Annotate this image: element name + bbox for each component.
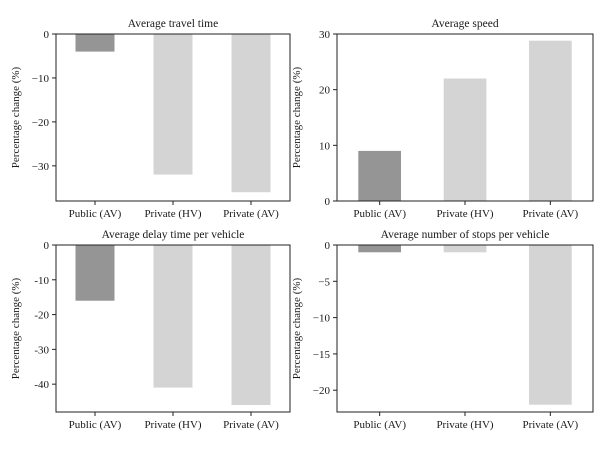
x-tick-label: Public (AV) xyxy=(353,208,406,220)
y-axis-label: Percentage change (%) xyxy=(10,277,22,379)
x-tick-label: Private (HV) xyxy=(436,208,493,220)
x-tick-label: Public (AV) xyxy=(353,419,406,431)
bar xyxy=(153,245,193,388)
y-tick-label: −5 xyxy=(318,276,330,288)
bar xyxy=(153,34,193,175)
chart-title: Average speed xyxy=(431,18,498,30)
y-tick-label: -30 xyxy=(34,344,49,356)
y-tick-label: 10 xyxy=(319,140,331,152)
bar xyxy=(443,78,487,201)
x-tick-label: Private (HV) xyxy=(144,208,201,220)
bar xyxy=(529,40,572,202)
bar xyxy=(231,245,271,405)
y-tick-label: 0 xyxy=(44,29,50,41)
y-tick-label: −10 xyxy=(32,73,50,85)
y-tick-label: 30 xyxy=(319,29,331,41)
y-tick-label: -10 xyxy=(34,275,49,287)
plot-frame xyxy=(55,33,291,202)
plot-frame xyxy=(336,33,594,202)
y-tick-label: -20 xyxy=(34,310,49,322)
chart-panel-1: Public (AV) Private (HV) Private (AV) 0 −10 −… xyxy=(10,18,291,220)
bar xyxy=(231,34,271,193)
bar xyxy=(358,150,401,201)
y-tick-label: 0 xyxy=(325,240,331,252)
x-tick-label: Private (AV) xyxy=(223,208,279,220)
chart-panel-3: Public (AV) Private (HV) Private (AV) 0 -10 -… xyxy=(10,229,291,431)
y-tick-label: -40 xyxy=(34,379,49,391)
chart-panel-4: Public (AV) Private (HV) Private (AV) 0 −5 −1… xyxy=(291,229,594,431)
x-tick-label: Private (AV) xyxy=(522,208,578,220)
y-axis-label: Percentage change (%) xyxy=(291,277,303,379)
y-tick-label: −20 xyxy=(313,385,331,397)
y-tick-label: −15 xyxy=(313,349,331,361)
x-tick-label: Public (AV) xyxy=(69,419,122,431)
y-tick-label: −10 xyxy=(313,313,331,325)
x-tick-label: Private (AV) xyxy=(522,419,578,431)
y-axis-label: Percentage change (%) xyxy=(10,66,22,168)
bar xyxy=(529,245,572,405)
bar xyxy=(75,34,115,52)
bar xyxy=(358,245,401,253)
y-tick-label: 0 xyxy=(325,196,331,208)
y-axis-label: Percentage change (%) xyxy=(291,66,303,168)
bar xyxy=(443,245,487,253)
bar xyxy=(75,245,115,301)
y-tick-label: −20 xyxy=(32,117,50,129)
plot-frame xyxy=(55,244,291,413)
y-tick-label: −30 xyxy=(32,161,50,173)
x-tick-label: Private (AV) xyxy=(223,419,279,431)
plot-frame xyxy=(336,244,594,413)
chart-title: Average number of stops per vehicle xyxy=(381,229,550,241)
chart-title: Average delay time per vehicle xyxy=(102,229,245,241)
x-tick-label: Private (HV) xyxy=(144,419,201,431)
chart-panel-2: Public (AV) Private (HV) Private (AV) 0 10 20… xyxy=(291,18,594,220)
y-tick-label: 0 xyxy=(44,240,50,252)
x-tick-label: Private (HV) xyxy=(436,419,493,431)
x-tick-label: Public (AV) xyxy=(69,208,122,220)
chart-title: Average travel time xyxy=(128,18,218,30)
y-tick-label: 20 xyxy=(319,85,331,97)
